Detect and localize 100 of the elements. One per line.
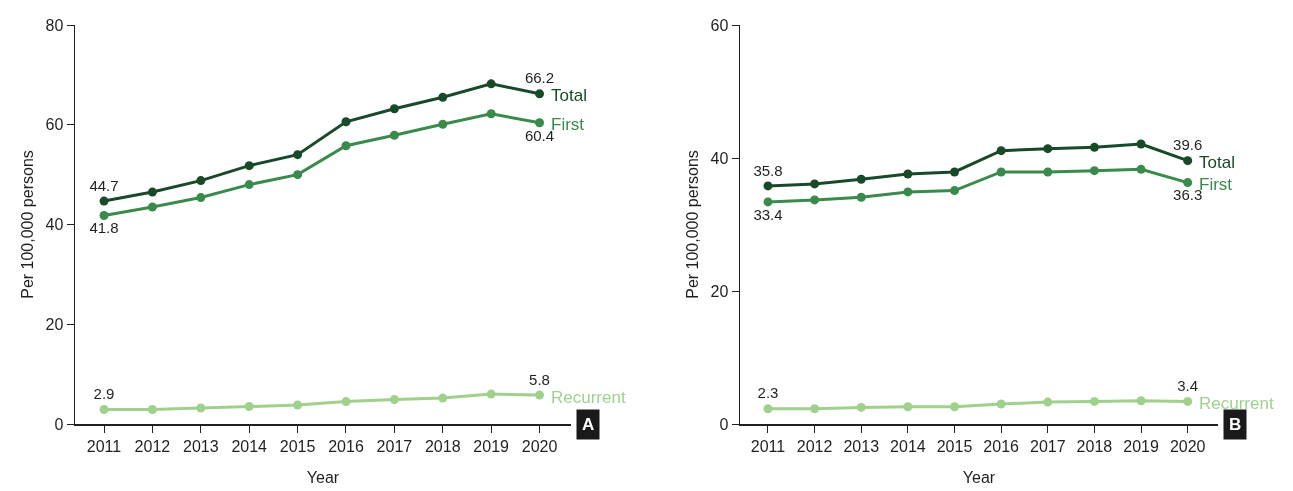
point — [996, 146, 1006, 156]
series-label: Recurrent — [551, 388, 626, 407]
point — [856, 192, 866, 202]
point — [950, 167, 960, 177]
point — [1183, 156, 1193, 166]
point — [99, 405, 109, 415]
point — [1183, 178, 1193, 188]
point — [1089, 142, 1099, 152]
x-tick-label: 2016 — [328, 437, 364, 455]
point — [196, 176, 206, 186]
point — [996, 399, 1006, 409]
text: B — [1229, 415, 1242, 434]
x-tick-label: 2018 — [1076, 437, 1113, 455]
point — [903, 187, 913, 197]
point — [1136, 396, 1146, 406]
x-tick-label: 2018 — [424, 437, 461, 455]
data-label: 3.4 — [1177, 377, 1199, 395]
point — [486, 389, 496, 399]
point — [535, 118, 545, 128]
x-tick-label: 2011 — [86, 437, 122, 455]
y-tick-label: 60 — [45, 116, 64, 134]
point — [1043, 167, 1053, 177]
x-tick-label: 2013 — [183, 437, 219, 455]
y-tick-label: 20 — [710, 282, 729, 300]
data-label: 33.4 — [753, 205, 783, 223]
point — [1136, 164, 1146, 174]
x-tick-label: 2012 — [796, 437, 833, 455]
x-tick-label: 2020 — [1169, 437, 1206, 455]
point — [147, 202, 157, 212]
point — [341, 397, 351, 407]
point — [389, 395, 399, 405]
y-tick-label: 40 — [710, 149, 729, 167]
x-axis-title: Year — [962, 468, 996, 486]
y-axis-title: Per 100,000 persons — [18, 150, 36, 299]
point — [903, 402, 913, 412]
point — [903, 169, 913, 179]
text: A — [582, 415, 595, 434]
point — [810, 404, 820, 414]
x-tick-label: 2011 — [750, 437, 786, 455]
point — [438, 92, 448, 102]
data-label: 39.6 — [1173, 136, 1203, 154]
x-tick-label: 2016 — [983, 437, 1020, 455]
x-tick-label: 2012 — [134, 437, 171, 455]
point — [810, 179, 820, 189]
point — [1136, 139, 1146, 149]
point — [1089, 166, 1099, 176]
point — [147, 187, 157, 197]
point — [341, 117, 351, 127]
point — [996, 167, 1006, 177]
point — [244, 161, 254, 171]
series-label: Total — [551, 86, 587, 105]
data-label: 41.8 — [89, 219, 119, 237]
point — [1043, 144, 1053, 154]
point — [856, 402, 866, 412]
series-label: Total — [1199, 153, 1235, 172]
x-tick-label: 2017 — [1029, 437, 1066, 455]
point — [244, 180, 254, 190]
x-tick-label: 2017 — [376, 437, 413, 455]
x-tick-label: 2015 — [279, 437, 316, 455]
y-tick-label: 20 — [45, 315, 64, 333]
y-tick-label: 0 — [719, 415, 729, 433]
point — [293, 170, 303, 180]
x-tick-label: 2014 — [231, 437, 268, 455]
point — [99, 211, 109, 221]
point — [147, 405, 157, 415]
point — [763, 404, 773, 414]
y-axis-title: Per 100,000 persons — [683, 150, 701, 299]
point — [763, 197, 773, 207]
data-label: 2.3 — [757, 384, 779, 402]
point — [763, 181, 773, 191]
data-label: 2.9 — [93, 385, 115, 403]
data-label: 5.8 — [529, 370, 550, 388]
point — [856, 174, 866, 184]
point — [389, 130, 399, 140]
point — [535, 390, 545, 400]
point — [244, 402, 254, 412]
point — [293, 150, 303, 160]
x-axis-title: Year — [306, 468, 340, 486]
point — [486, 79, 496, 89]
point — [1089, 396, 1099, 406]
point — [196, 193, 206, 203]
point — [950, 186, 960, 196]
point — [99, 196, 109, 206]
series-label: First — [551, 115, 585, 134]
data-label: 44.7 — [89, 176, 119, 194]
data-label: 66.2 — [524, 69, 555, 87]
x-tick-label: 2013 — [843, 437, 880, 455]
point — [196, 403, 206, 413]
series-label: Recurrent — [1199, 394, 1274, 413]
x-tick-label: 2019 — [1123, 437, 1159, 455]
point — [293, 400, 303, 410]
point — [810, 195, 820, 205]
point — [950, 402, 960, 412]
point — [341, 141, 351, 151]
data-label: 35.8 — [753, 161, 783, 179]
x-tick-label: 2014 — [890, 437, 926, 455]
y-tick-label: 40 — [45, 216, 64, 234]
point — [438, 119, 448, 129]
x-tick-label: 2019 — [473, 437, 510, 455]
x-tick-label: 2020 — [521, 437, 558, 455]
